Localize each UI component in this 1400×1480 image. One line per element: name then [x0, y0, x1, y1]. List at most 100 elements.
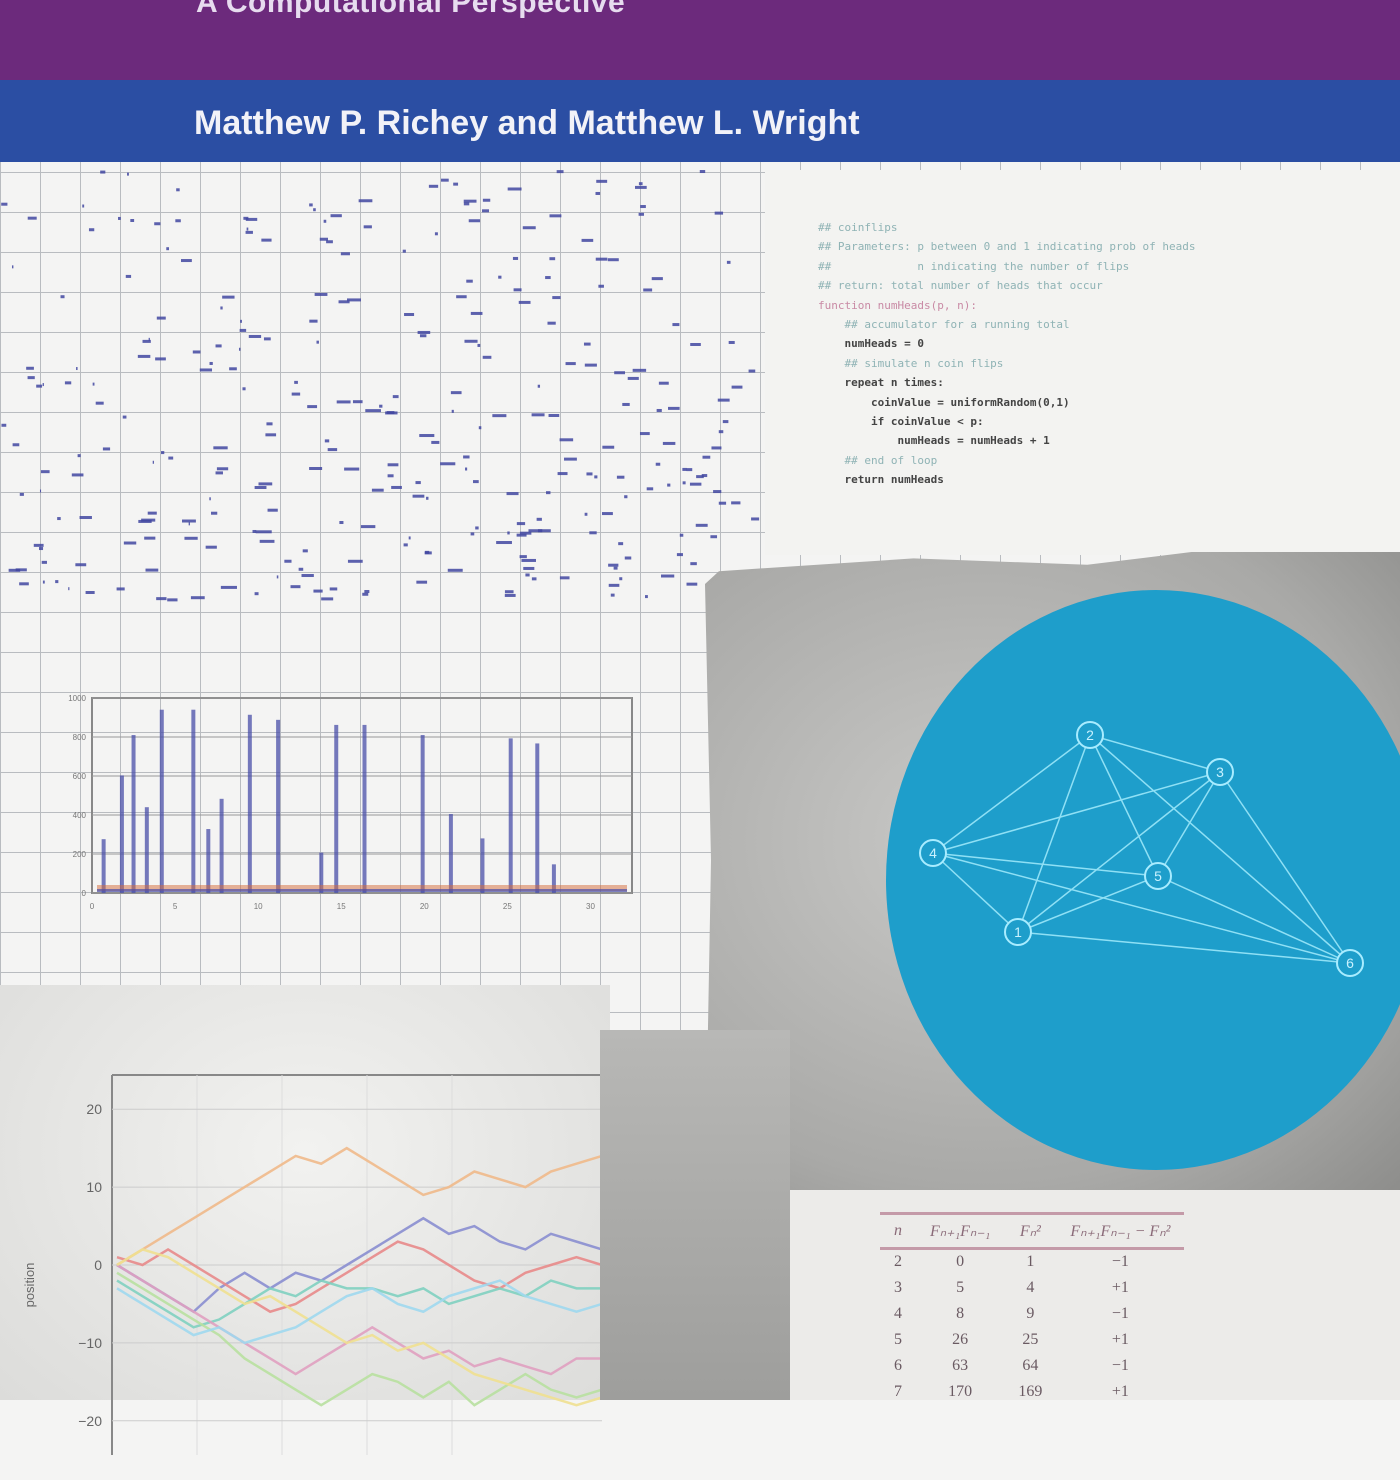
graph-edge — [932, 852, 1159, 877]
table-row: 2 0 1 −1 — [880, 1249, 1184, 1275]
scatter-dash — [385, 411, 398, 415]
scatter-dash — [1, 423, 7, 427]
scatter-dash — [161, 451, 165, 455]
scatter-dash — [519, 555, 527, 559]
scatter-dash — [148, 337, 150, 341]
graph-edge — [1017, 771, 1221, 933]
scatter-dash — [516, 522, 526, 526]
scatter-dash — [627, 376, 639, 380]
scatter-dash — [728, 340, 735, 344]
walk-series — [116, 1240, 603, 1314]
scatter-dash — [40, 470, 50, 474]
scatter-dash — [714, 211, 724, 215]
scatter-dash — [525, 573, 530, 577]
scatter-dash — [137, 354, 151, 358]
table-cell: 4 — [894, 1304, 902, 1322]
scatter-dash — [284, 559, 292, 563]
graph-node-label: 4 — [929, 845, 937, 861]
scatter-dash — [598, 284, 604, 288]
scatter-dash — [307, 405, 318, 409]
scatter-dash — [482, 355, 492, 359]
scatter-dash — [519, 531, 532, 535]
scatter-dash — [607, 258, 619, 262]
table-cell: −1 — [1111, 1253, 1129, 1271]
scatter-dash — [27, 216, 37, 220]
col-header: n — [880, 1212, 916, 1250]
table-cell: 6 — [894, 1356, 902, 1374]
code-line: return numHeads — [818, 473, 944, 487]
scatter-dash — [291, 392, 301, 396]
scatter-dash — [711, 446, 722, 450]
scatter-dash — [676, 553, 683, 557]
scatter-dash — [581, 238, 594, 242]
table-cell: 170 — [948, 1382, 973, 1400]
graph-edge — [932, 771, 1221, 854]
scatter-dash — [624, 556, 632, 560]
scatter-dash — [655, 462, 661, 466]
scatter-dash — [507, 531, 510, 535]
scatter-dash — [79, 516, 92, 520]
scatter-dash — [267, 508, 278, 512]
scatter-dash — [613, 566, 618, 570]
baseline-noise — [97, 889, 627, 892]
lower-left-paper — [0, 985, 610, 1400]
code-line: numHeads = 0 — [818, 337, 924, 351]
scatter-dash — [679, 533, 684, 537]
y-tick-label: 800 — [73, 733, 87, 742]
scatter-dash — [622, 402, 630, 406]
graph-edge — [1089, 734, 1159, 877]
scatter-dash — [229, 367, 237, 371]
scatter-dash — [321, 597, 334, 601]
scatter-dash — [258, 482, 273, 486]
scatter-dash — [466, 279, 473, 283]
graph-node-label: 5 — [1154, 868, 1162, 884]
scatter-dash — [122, 415, 127, 419]
table-cell: 5 — [956, 1278, 965, 1296]
scatter-dash — [470, 532, 475, 536]
scatter-dash — [336, 400, 351, 404]
scatter-dash — [658, 381, 669, 385]
scatter-dash — [100, 170, 106, 174]
scatter-dash — [55, 580, 59, 584]
scatter-dash — [175, 219, 181, 223]
table-row: 5 26 25 +1 — [880, 1327, 1184, 1353]
scatter-dash — [147, 511, 157, 515]
scatter-dash — [290, 585, 301, 589]
scatter-dash — [392, 395, 399, 399]
scatter-dash — [330, 214, 342, 218]
random-walk-chart: 20 10 0 −10 −20 position — [22, 1074, 603, 1455]
scatter-dash — [463, 202, 470, 206]
graph-edge — [1089, 734, 1221, 773]
scatter-dash — [360, 525, 376, 529]
y-axis-label: position — [22, 1263, 37, 1308]
scatter-dash — [166, 247, 170, 251]
spike-bar — [319, 852, 324, 893]
scatter-dash — [347, 559, 363, 563]
table-header-row: n Fₙ₊₁Fₙ₋₁ Fₙ² Fₙ₊₁Fₙ₋₁ − Fₙ² — [880, 1212, 1185, 1250]
scatter-dash — [456, 295, 467, 299]
scatter-dash — [184, 536, 198, 540]
scatter-dash — [246, 227, 249, 231]
scatter-dash — [549, 214, 562, 218]
scatter-dash — [387, 474, 394, 478]
network-graph: 1 2 3 4 5 6 — [919, 721, 1364, 977]
scatter-dash — [347, 298, 361, 302]
scatter-dash — [482, 209, 490, 213]
scatter-dash — [309, 466, 323, 470]
scatter-dash — [478, 426, 482, 430]
scatter-dash — [537, 529, 551, 533]
scatter-dash — [127, 172, 129, 176]
gray-paper-lower — [600, 1030, 790, 1400]
scatter-dash — [329, 587, 338, 591]
scatter-dash — [595, 191, 601, 195]
scatter-dash — [434, 232, 438, 236]
table-cell: 5 — [894, 1330, 902, 1348]
scatter-dash — [556, 170, 564, 174]
scatter-dash — [176, 188, 180, 192]
scatter-dash — [521, 558, 536, 562]
scatter-dash — [507, 187, 522, 191]
scatter-dash — [188, 522, 190, 526]
table-row: 7 170 169 +1 — [880, 1379, 1184, 1405]
scatter-dash — [38, 547, 44, 551]
scatter-dash — [27, 376, 35, 380]
